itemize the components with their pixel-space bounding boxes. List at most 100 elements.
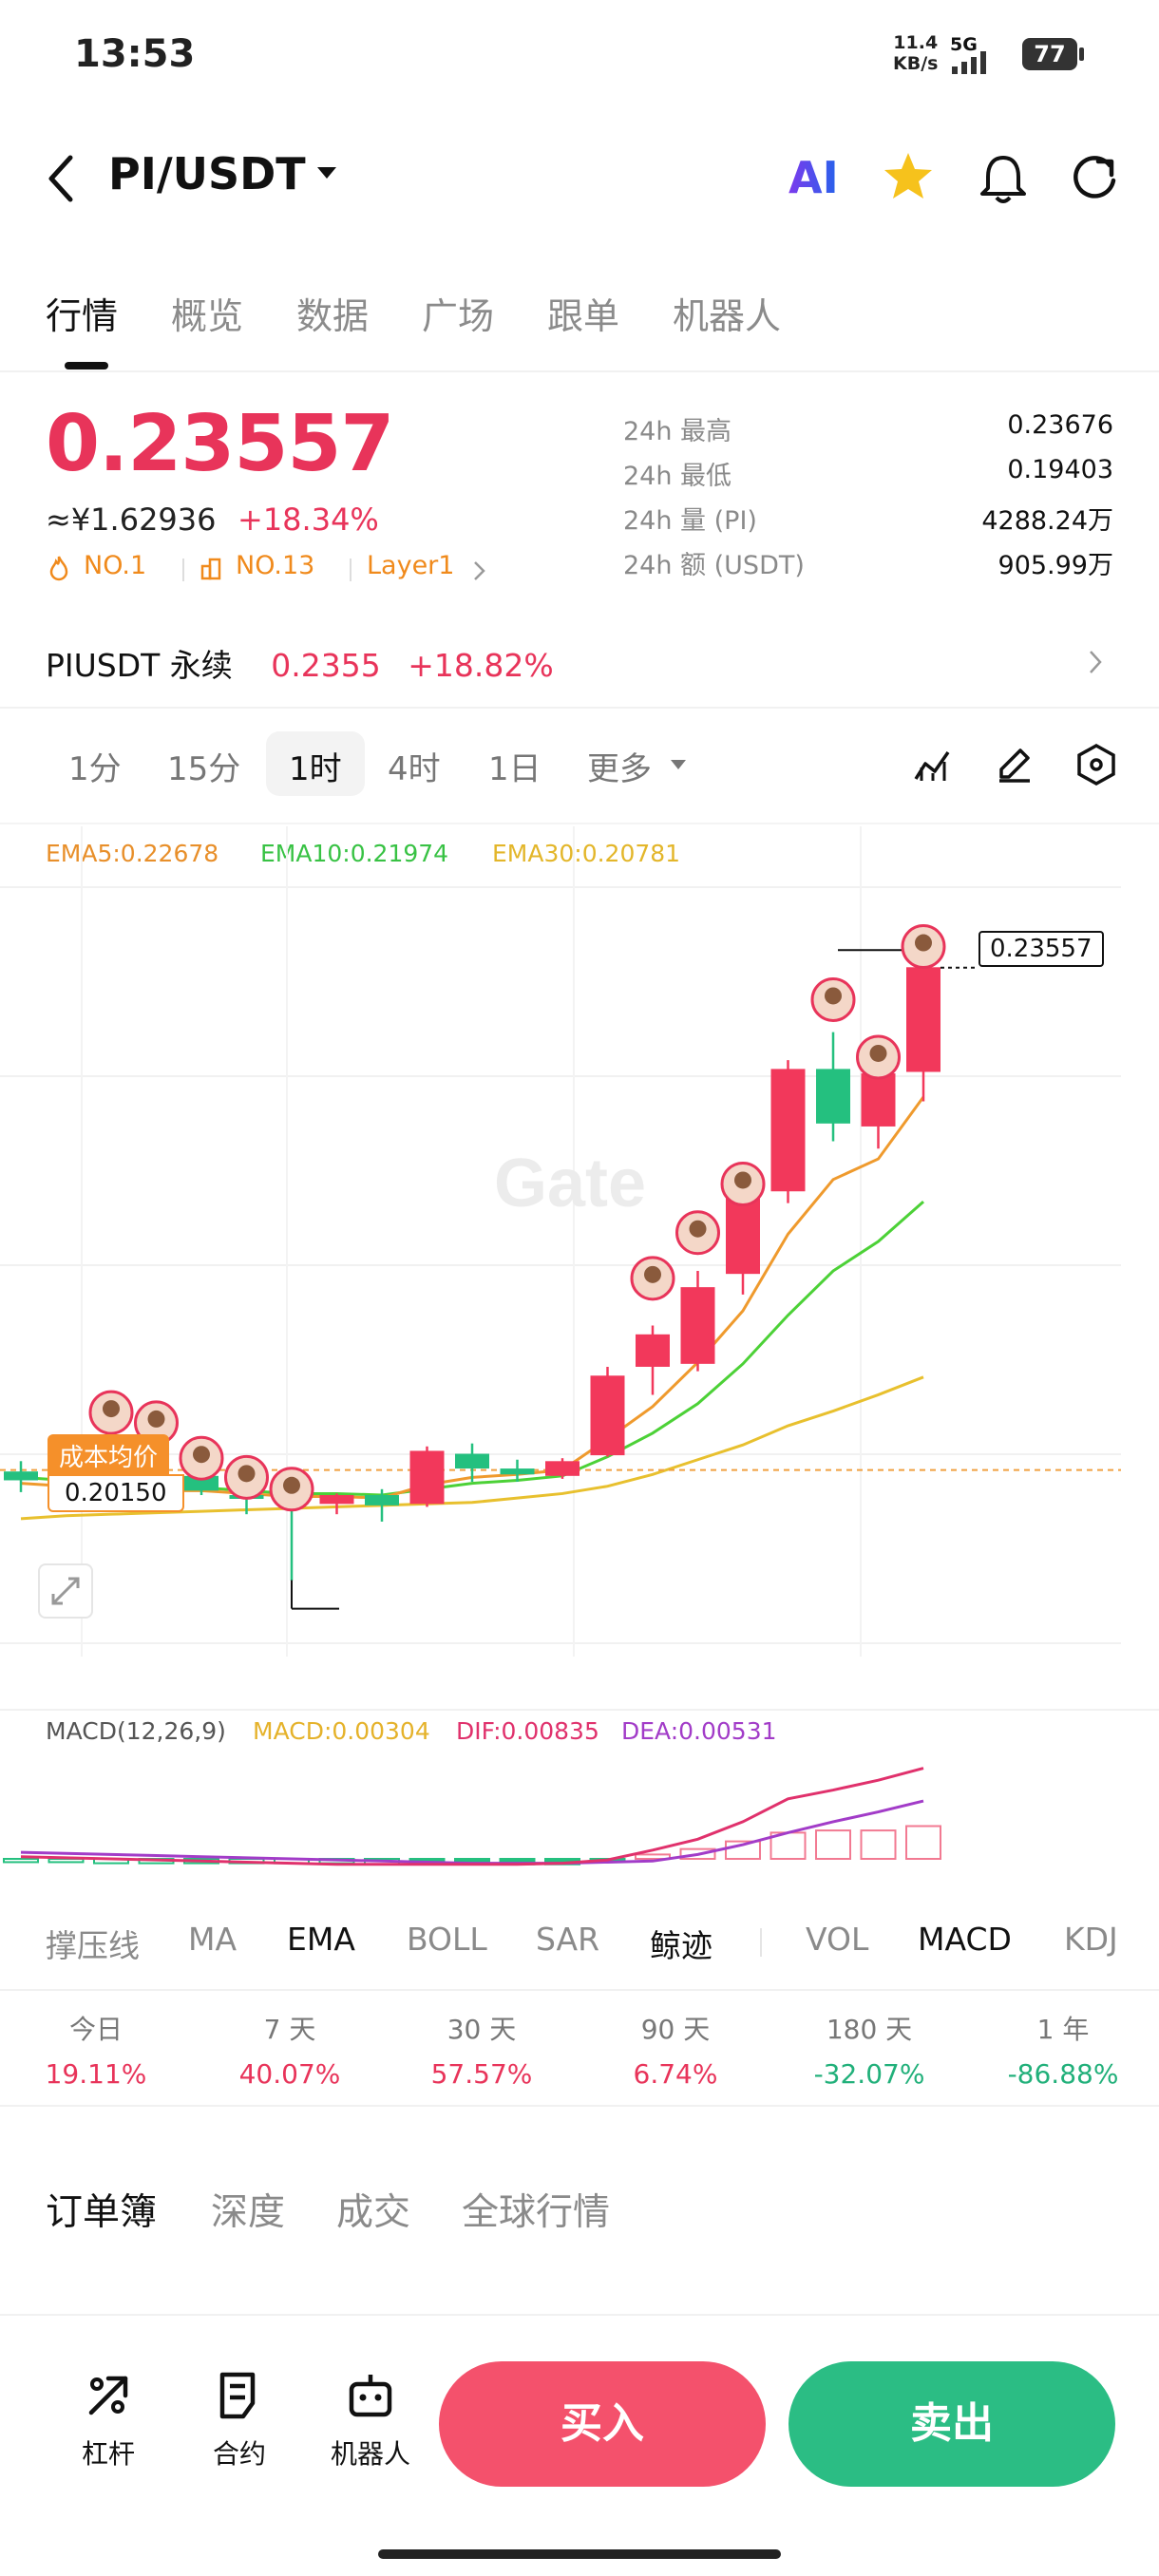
candle-body	[545, 1461, 580, 1476]
indicator-sar[interactable]: SAR	[536, 1921, 600, 1958]
stat-low-value: 0.19403	[1007, 455, 1113, 484]
trader-avatar-icon	[856, 1034, 901, 1080]
tab-square[interactable]: 广场	[422, 295, 495, 337]
avatar-face	[915, 934, 932, 952]
draw-pen-icon[interactable]	[994, 745, 1034, 785]
pair-title[interactable]: PI/USDT	[108, 148, 306, 199]
chevron-right-icon[interactable]	[471, 559, 488, 583]
indicator-boll[interactable]: BOLL	[407, 1921, 487, 1958]
interval-1h[interactable]: 1时	[289, 750, 342, 788]
fullscreen-button[interactable]	[38, 1563, 93, 1619]
watermark: Gate	[494, 1146, 646, 1222]
candlestick-chart[interactable]: Gate	[0, 826, 1159, 1890]
tab-order-book[interactable]: 订单簿	[46, 2191, 158, 2234]
divider	[0, 2105, 1159, 2107]
network-speed: 11.4 KB/s	[893, 32, 938, 74]
back-icon[interactable]	[46, 152, 78, 205]
rank-badge-sector[interactable]: NO.13	[236, 551, 315, 580]
avatar-face	[238, 1465, 256, 1483]
interval-1m[interactable]: 1分	[68, 750, 122, 788]
current-price-marker: 0.23557	[978, 931, 1104, 967]
indicator-macd[interactable]: MACD	[918, 1921, 1012, 1958]
nav-leverage[interactable]: 杠杆	[51, 2371, 165, 2472]
indicator-icon[interactable]	[912, 745, 954, 785]
ema30-line	[20, 1375, 924, 1521]
last-price: 0.23557	[46, 399, 394, 489]
ema10-label: EMA10:0.21974	[260, 840, 449, 867]
candle-body	[365, 1494, 399, 1506]
status-time: 13:53	[74, 32, 196, 76]
macd-bar	[905, 1825, 941, 1860]
period-value: 19.11%	[45, 2058, 147, 2090]
tab-data[interactable]: 数据	[296, 295, 370, 337]
pair-dropdown-icon[interactable]	[317, 167, 336, 179]
tab-market[interactable]: 行情	[46, 295, 119, 337]
period-value: 57.57%	[430, 2058, 533, 2090]
avatar-face	[734, 1171, 751, 1189]
more-caret-icon[interactable]	[671, 760, 686, 769]
period-7d: 7 天 40.07%	[200, 2009, 380, 2090]
tab-trades[interactable]: 成交	[336, 2191, 411, 2234]
trader-avatar-icon	[810, 976, 856, 1022]
perpetual-row[interactable]: PIUSDT 永续 0.2355 +18.82%	[46, 640, 554, 686]
perpetual-change: +18.82%	[408, 647, 554, 684]
net-speed-value: 11.4	[893, 32, 939, 53]
macd-title: MACD(12,26,9)	[46, 1717, 226, 1745]
nav-futures[interactable]: 合约	[182, 2371, 296, 2472]
indicator-ema[interactable]: EMA	[287, 1921, 355, 1958]
interval-4h[interactable]: 4时	[388, 750, 441, 788]
indicator-vol[interactable]: VOL	[806, 1921, 869, 1958]
indicator-whale[interactable]: 鲸迹	[650, 1927, 712, 1964]
perpetual-name: PIUSDT 永续	[46, 647, 233, 684]
stat-volume-value: 4288.24万	[981, 506, 1113, 536]
favorite-star-icon[interactable]	[882, 150, 935, 203]
candle-body	[906, 967, 940, 1072]
candle-body	[319, 1494, 354, 1505]
indicator-kdj[interactable]: KDJ	[1064, 1921, 1118, 1958]
avatar-face	[825, 987, 842, 1005]
avatar-face	[644, 1265, 661, 1283]
trader-avatar-icon	[269, 1467, 314, 1512]
settings-hex-icon[interactable]	[1075, 743, 1117, 786]
share-icon[interactable]	[1068, 152, 1121, 205]
candle-body	[184, 1475, 218, 1491]
divider	[0, 1989, 1159, 1991]
period-value: 40.07%	[238, 2058, 341, 2090]
bell-icon[interactable]	[978, 152, 1028, 205]
ema5-label: EMA5:0.22678	[46, 840, 219, 867]
indicator-support[interactable]: 撑压线	[46, 1927, 140, 1964]
period-value: -32.07%	[813, 2058, 925, 2090]
interval-1d[interactable]: 1日	[488, 750, 542, 788]
chevron-right-icon[interactable]	[1087, 648, 1104, 676]
interval-more[interactable]: 更多	[587, 750, 652, 788]
avatar-face	[193, 1446, 210, 1464]
stat-turnover-label: 24h 额 (USDT)	[623, 551, 805, 580]
active-tab-indicator	[65, 362, 108, 369]
interval-15m[interactable]: 15分	[167, 750, 241, 788]
tab-copy-trade[interactable]: 跟单	[547, 295, 620, 337]
nav-bot[interactable]: 机器人	[314, 2371, 428, 2472]
period-value: 6.74%	[633, 2058, 718, 2090]
avatar-face	[147, 1410, 165, 1428]
tab-depth[interactable]: 深度	[211, 2191, 286, 2234]
tab-global-market[interactable]: 全球行情	[462, 2191, 611, 2234]
buy-button[interactable]: 买入	[439, 2361, 766, 2487]
avatar-face	[283, 1476, 300, 1494]
candle-body	[770, 1069, 806, 1192]
rank-badge-hot[interactable]: NO.1	[84, 551, 147, 580]
tab-overview[interactable]: 概览	[171, 295, 244, 337]
ai-icon[interactable]: AI	[788, 152, 839, 203]
dif-value: DIF:0.00835	[456, 1717, 599, 1745]
sell-button[interactable]: 卖出	[788, 2361, 1115, 2487]
candle-body	[590, 1375, 625, 1456]
candle-body	[680, 1287, 715, 1364]
leverage-icon	[88, 2376, 128, 2415]
category-badge[interactable]: Layer1	[367, 551, 455, 580]
period-1y: 1 年 -86.88%	[973, 2009, 1153, 2090]
period-label: 30 天	[446, 2014, 517, 2045]
period-label: 1 年	[1036, 2014, 1090, 2045]
battery-tip	[1079, 47, 1084, 61]
indicator-ma[interactable]: MA	[188, 1921, 238, 1958]
tab-bots[interactable]: 机器人	[673, 295, 782, 337]
period-30d: 30 天 57.57%	[391, 2009, 572, 2090]
